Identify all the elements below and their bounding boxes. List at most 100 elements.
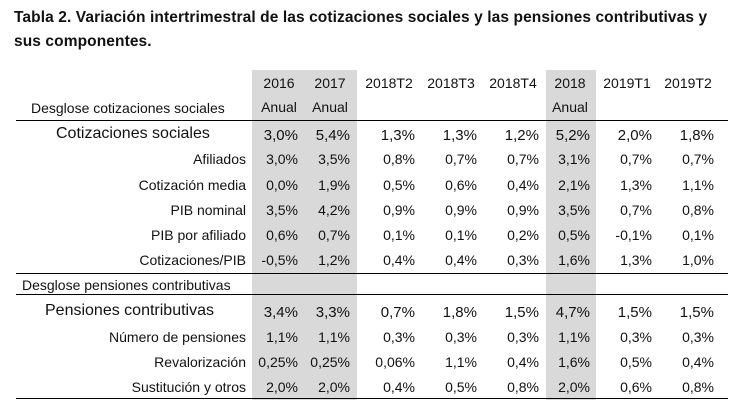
row-label: Revalorización: [154, 354, 246, 370]
table-cell: 0,1%: [682, 227, 714, 243]
row-label: Sustitución y otros: [131, 379, 246, 395]
table-title: Tabla 2. Variación intertrimestral de la…: [14, 9, 708, 50]
header-rule: [16, 120, 728, 121]
table-cell: 0,3%: [507, 329, 539, 345]
table-cell: 3,5%: [318, 151, 350, 167]
table-cell: 1,5%: [617, 304, 652, 321]
table-cell: 0,7%: [620, 151, 652, 167]
table-cell: 0,3%: [383, 329, 415, 345]
column-header-period: Anual: [312, 99, 348, 115]
table-cell: 3,1%: [558, 151, 590, 167]
table-cell: 3,5%: [558, 202, 590, 218]
table-cell: 0,3%: [620, 329, 652, 345]
row-label: PIB por afiliado: [151, 227, 246, 243]
table-cell: 0,5%: [620, 354, 652, 370]
table-cell: 0,2%: [507, 227, 539, 243]
table-cell: 1,3%: [380, 127, 415, 144]
table-cell: 0,9%: [507, 202, 539, 218]
table-cell: 2,0%: [617, 127, 652, 144]
table-cell: 2,0%: [558, 379, 590, 395]
table-cell: 0,7%: [318, 227, 350, 243]
table-cell: 1,2%: [504, 127, 539, 144]
table-cell: 1,2%: [318, 252, 350, 268]
column-header-period: Anual: [552, 99, 588, 115]
table-cell: 1,8%: [679, 127, 714, 144]
column-header-year: 2019T1: [603, 75, 651, 91]
bottom-rule: [16, 398, 728, 399]
table-cell: 2,0%: [318, 379, 350, 395]
table-cell: 0,4%: [383, 379, 415, 395]
table-cell: 0,7%: [380, 304, 415, 321]
table-cell: 0,3%: [507, 252, 539, 268]
column-header-year: 2018: [554, 75, 586, 91]
table-cell: 0,6%: [620, 379, 652, 395]
table-cell: 1,6%: [558, 354, 590, 370]
table-cell: 0,3%: [445, 329, 477, 345]
table-cell: 0,9%: [445, 202, 477, 218]
table-cell: -0,1%: [615, 227, 652, 243]
table-cell: 1,6%: [558, 252, 590, 268]
section-rule: [16, 273, 728, 274]
table-cell: 0,4%: [445, 252, 477, 268]
table-cell: 2,1%: [558, 177, 590, 193]
row-label: Cotización media: [138, 177, 246, 193]
table-cell: 0,1%: [445, 227, 477, 243]
section-label: Desglose cotizaciones sociales: [31, 100, 225, 116]
table-cell: 0,5%: [383, 177, 415, 193]
row-label: Afiliados: [193, 151, 246, 167]
table-cell: 0,5%: [445, 379, 477, 395]
table-cell: 1,1%: [266, 329, 298, 345]
table-cell: 0,06%: [375, 354, 415, 370]
table-cell: 1,0%: [682, 252, 714, 268]
section-rule: [16, 294, 728, 295]
table-cell: 3,0%: [263, 127, 298, 144]
table-cell: 0,8%: [383, 151, 415, 167]
table-cell: 0,1%: [383, 227, 415, 243]
column-header-year: 2019T2: [664, 75, 712, 91]
table-cell: 0,7%: [620, 202, 652, 218]
table-cell: 0,25%: [258, 354, 298, 370]
table-cell: 0,7%: [445, 151, 477, 167]
table-cell: 3,5%: [266, 202, 298, 218]
row-label: PIB nominal: [170, 202, 246, 218]
table-cell: 3,3%: [315, 304, 350, 321]
table-cell: 4,7%: [555, 304, 590, 321]
table-cell: 0,8%: [682, 379, 714, 395]
table-cell: 0,6%: [266, 227, 298, 243]
column-header-year: 2018T3: [427, 75, 475, 91]
table-cell: 0,7%: [682, 151, 714, 167]
table-cell: 1,1%: [445, 354, 477, 370]
shaded-column-2017: [305, 70, 357, 400]
table-cell: 5,4%: [315, 127, 350, 144]
table-cell: 0,7%: [507, 151, 539, 167]
table-cell: 1,1%: [558, 329, 590, 345]
table-cell: 1,9%: [318, 177, 350, 193]
table-cell: 0,8%: [682, 202, 714, 218]
table-cell: 1,3%: [620, 177, 652, 193]
column-header-year: 2018T2: [365, 75, 413, 91]
table-cell: 0,4%: [682, 354, 714, 370]
table-cell: 0,8%: [507, 379, 539, 395]
table-cell: 3,4%: [263, 304, 298, 321]
row-label: Cotizaciones sociales: [56, 125, 210, 142]
table-cell: 1,5%: [679, 304, 714, 321]
table-cell: 0,6%: [445, 177, 477, 193]
table-cell: 1,3%: [620, 252, 652, 268]
table-cell: -0,5%: [261, 252, 298, 268]
table-cell: 1,5%: [504, 304, 539, 321]
column-header-year: 2017: [314, 75, 346, 91]
table-cell: 1,8%: [442, 304, 477, 321]
shaded-column-2016: [252, 70, 305, 400]
table-cell: 0,0%: [266, 177, 298, 193]
table-cell: 1,1%: [318, 329, 350, 345]
table-cell: 5,2%: [555, 127, 590, 144]
table-cell: 1,1%: [682, 177, 714, 193]
table-cell: 3,0%: [266, 151, 298, 167]
table-cell: 1,3%: [442, 127, 477, 144]
table-cell: 4,2%: [318, 202, 350, 218]
row-label: Número de pensiones: [109, 329, 246, 345]
table-cell: 0,4%: [507, 177, 539, 193]
column-header-year: 2018T4: [489, 75, 537, 91]
shaded-column-2018-annual: [546, 70, 596, 400]
table-cell: 0,4%: [383, 252, 415, 268]
